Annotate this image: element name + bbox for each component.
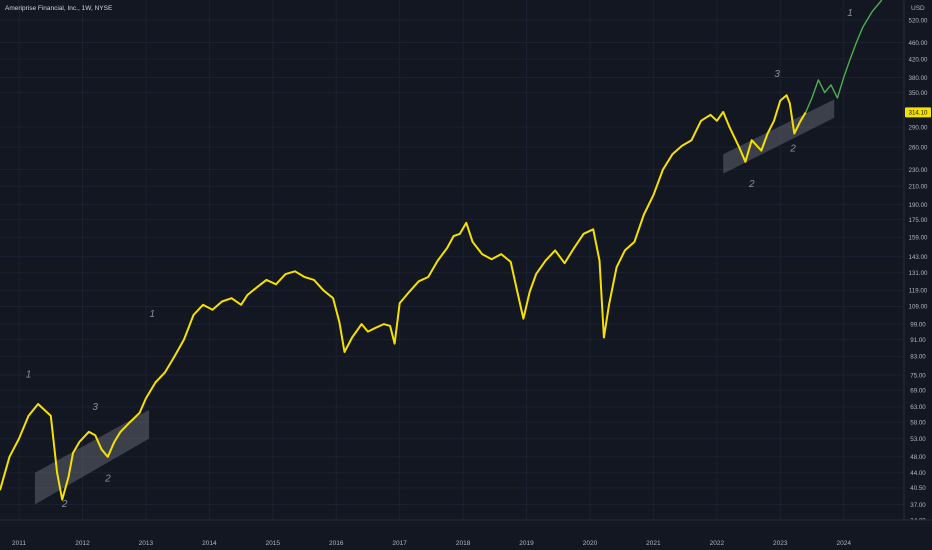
price-axis: 520.00 460.00 420.00 380.00 350.00 290.00 260.… [909,17,928,524]
price-tick-label: 420.00 [909,56,928,63]
price-tick-label: 58.00 [910,419,926,426]
last-price-tag: 314.10 [905,107,931,118]
price-tick-label: 143.00 [909,254,928,261]
last-price-value: 314.10 [909,110,928,117]
currency-label: USD [911,5,925,12]
price-tick-label: 260.00 [909,144,928,151]
price-tick-label: 350.00 [909,90,928,97]
time-tick-label: 2015 [266,540,281,547]
wave-label: 1 [847,8,853,19]
price-tick-label: 460.00 [909,40,928,47]
wave-label: 1 [26,369,32,380]
price-line [0,94,807,501]
last-price-tag-bg [905,107,931,118]
grid-lines [0,0,904,521]
time-tick-label: 2024 [836,540,851,547]
price-tick-label: 119.00 [909,288,928,295]
time-tick-label: 2014 [202,540,217,547]
projection-line [805,0,883,113]
time-tick-label: 2013 [139,540,154,547]
price-tick-label: 159.00 [909,235,928,242]
price-tick-label: 37.00 [910,502,926,509]
price-tick-label: 210.00 [909,184,928,191]
chart-title: Ameriprise Financial, Inc., 1W, NYSE [5,5,113,12]
price-tick-label: 40.50 [910,485,926,492]
price-tick-label: 290.00 [909,124,928,131]
wave-label: 2 [789,143,796,154]
time-axis-panel[interactable] [0,520,932,550]
price-tick-label: 109.00 [909,304,928,311]
wave-annotations: 1 3 2 2 1 3 2 2 1 [26,8,853,510]
price-tick-label: 520.00 [909,17,928,24]
price-tick-label: 44.00 [910,470,926,477]
price-tick-label: 63.00 [910,404,926,411]
time-tick-label: 2023 [773,540,788,547]
price-tick-label: 190.00 [909,202,928,209]
price-tick-label: 83.00 [910,354,926,361]
time-tick-label: 2016 [329,540,344,547]
price-tick-label: 75.00 [910,372,926,379]
price-tick-label: 48.00 [910,454,926,461]
wave-label: 1 [149,309,155,320]
time-tick-label: 2011 [12,540,26,547]
price-tick-label: 99.00 [910,321,926,328]
time-tick-label: 2018 [456,540,471,547]
time-tick-label: 2022 [710,540,725,547]
wave-label: 2 [61,499,68,510]
price-tick-label: 380.00 [909,75,928,82]
price-tick-label: 131.00 [909,270,928,277]
price-tick-label: 53.00 [910,436,926,443]
time-tick-label: 2012 [75,540,90,547]
wave-label: 2 [748,179,755,190]
wave-label: 2 [104,473,111,484]
price-tick-label: 175.00 [909,217,928,224]
time-tick-label: 2020 [583,540,598,547]
channel-band [723,99,835,174]
price-tick-label: 91.00 [910,337,926,344]
wave-label: 3 [92,402,98,413]
price-axis-panel[interactable] [904,0,932,550]
time-tick-label: 2021 [646,540,661,547]
time-tick-label: 2017 [392,540,407,547]
time-tick-label: 2019 [519,540,534,547]
wave-label: 3 [774,69,780,80]
time-axis: 2011 2012 2013 2014 2015 2016 2017 2018 2019 2020… [12,540,851,547]
price-series [0,0,883,501]
price-tick-label: 230.00 [909,167,928,174]
price-tick-label: 69.00 [910,388,926,395]
